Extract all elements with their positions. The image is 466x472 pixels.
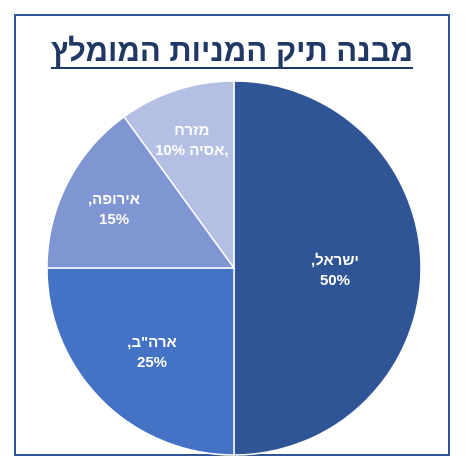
pie-slice <box>233 80 422 456</box>
slice-label: מזרח 10% אסיה, <box>155 122 228 159</box>
pie-slice <box>46 115 236 269</box>
pie-slice <box>46 267 235 456</box>
slice-value-label: 15% <box>99 211 129 228</box>
slice-value-label: 10% אסיה, <box>155 142 228 159</box>
pie-slices <box>46 80 422 456</box>
slice-label: אירופה, 15% <box>88 191 140 228</box>
chart-title: מבנה תיק המניות המומלץ <box>51 33 413 68</box>
slice-label: ארה"ב, 25% <box>127 334 176 371</box>
slice-category-label: ארה"ב, <box>127 334 176 351</box>
slice-value-label: 25% <box>137 354 167 371</box>
slice-label: ישראל, 50% <box>311 252 359 289</box>
slice-value-label: 50% <box>320 272 350 289</box>
pie-slice <box>123 80 235 271</box>
slice-category-label: ישראל, <box>311 252 359 269</box>
slice-category-label: אירופה, <box>88 191 140 208</box>
pie-labels: ישראל, 50% ארה"ב, 25% אירופה, 15% מזרח 10% אסיה… <box>88 122 359 371</box>
slice-category-label: מזרח <box>174 122 209 139</box>
